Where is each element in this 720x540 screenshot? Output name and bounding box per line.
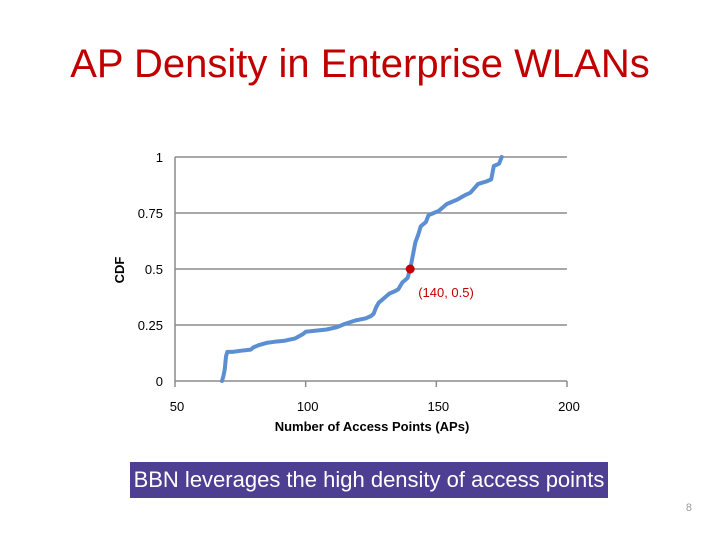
x-tick-labels: 50 100 150 200 <box>170 399 580 414</box>
callout-box: BBN leverages the high density of access… <box>130 462 608 498</box>
slide-title: AP Density in Enterprise WLANs <box>70 42 650 86</box>
x-axis-label: Number of Access Points (APs) <box>275 419 470 434</box>
y-tick-label: 0 <box>156 374 163 389</box>
cdf-chart: 0 0.25 0.5 0.75 1 50 100 150 200 (140, 0.5) Num… <box>112 150 580 434</box>
series-group <box>220 155 504 383</box>
y-tick-label: 0.5 <box>145 262 163 277</box>
page-number: 8 <box>685 502 692 514</box>
cdf-series-line <box>220 155 504 383</box>
annotation-group: (140, 0.5) <box>405 264 474 300</box>
y-tick-label: 0.75 <box>138 206 163 221</box>
median-point-marker <box>405 264 415 274</box>
x-tick-label: 200 <box>558 399 580 414</box>
x-tick-label: 100 <box>297 399 319 414</box>
y-axis-label: CDF <box>112 257 127 284</box>
y-tick-labels: 0 0.25 0.5 0.75 1 <box>138 150 163 389</box>
x-tick-label: 50 <box>170 399 184 414</box>
median-point-label: (140, 0.5) <box>418 285 474 300</box>
axes <box>174 157 568 387</box>
grid-lines <box>175 156 567 326</box>
x-tick-label: 150 <box>427 399 449 414</box>
y-tick-label: 1 <box>156 150 163 165</box>
y-tick-label: 0.25 <box>138 318 163 333</box>
